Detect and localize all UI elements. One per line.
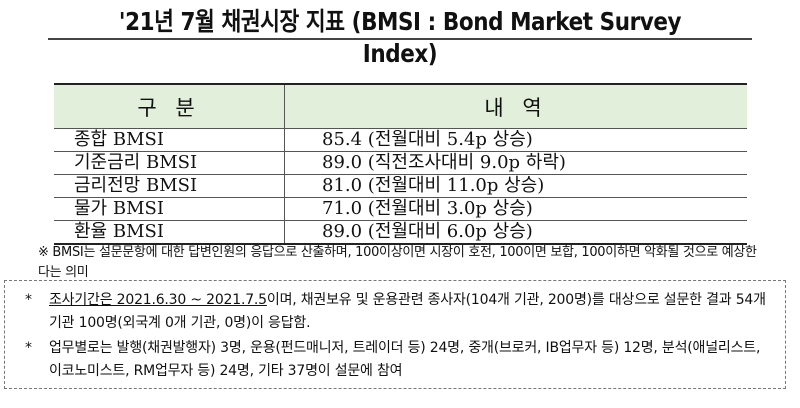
table-row: 환율 BMSI 89.0 (전월대비 6.0p 상승) [54,220,747,245]
table-row: 물가 BMSI 71.0 (전월대비 3.0p 상승) [54,197,747,221]
respondents-description: 업무별로는 발행(채권발행자) 3명, 운용(펀드매니저, 트레이더 등) 24… [49,340,761,379]
bullet: * [25,292,32,308]
table-row: 기준금리 BMSI 89.0 (직전조사대비 9.0p 하락) [54,151,747,175]
row-label: 환율 BMSI [54,220,285,245]
row-label: 기준금리 BMSI [54,151,285,175]
row-label: 금리전망 BMSI [54,174,285,198]
respondents-item: * 업무별로는 발행(채권발행자) 3명, 운용(펀드매니저, 트레이더 등) … [25,337,775,383]
header-details: 내 역 [284,84,747,129]
bmsi-note: ※ BMSI는 설문문항에 대한 답변인원의 응답으로 산출하며, 100이상이… [38,245,757,280]
survey-period: 조사기간은 2021.6.30 ~ 2021.7.5 [49,292,267,308]
bmsi-table: 구 분 내 역 종합 BMSI 85.4 (전월대비 5.4p 상승) 기준금리 … [54,83,747,245]
row-value: 81.0 (전월대비 11.0p 상승) [284,174,747,198]
page-title: '21년 7월 채권시장 지표 (BMSI : Bond Market Surv… [118,7,682,68]
header-category: 구 분 [54,84,285,129]
table-header-row: 구 분 내 역 [54,84,747,129]
row-label: 물가 BMSI [54,197,285,221]
row-value: 89.0 (전월대비 6.0p 상승) [284,220,747,245]
row-value: 89.0 (직전조사대비 9.0p 하락) [284,151,747,175]
table-row: 종합 BMSI 85.4 (전월대비 5.4p 상승) [54,128,747,152]
survey-period-item: * 조사기간은 2021.6.30 ~ 2021.7.5이며, 채권보유 및 운… [25,289,775,335]
bullet: * [25,340,32,356]
row-value: 71.0 (전월대비 3.0p 상승) [284,197,747,221]
survey-info-box: * 조사기간은 2021.6.30 ~ 2021.7.5이며, 채권보유 및 운… [4,280,786,389]
row-value: 85.4 (전월대비 5.4p 상승) [284,128,747,152]
survey-description: 이며, 채권보유 및 운용관련 종사자(104개 기관, 200명)를 대상으로… [49,292,766,331]
title-underline [48,38,752,40]
row-label: 종합 BMSI [54,128,285,152]
table-row: 금리전망 BMSI 81.0 (전월대비 11.0p 상승) [54,174,747,198]
